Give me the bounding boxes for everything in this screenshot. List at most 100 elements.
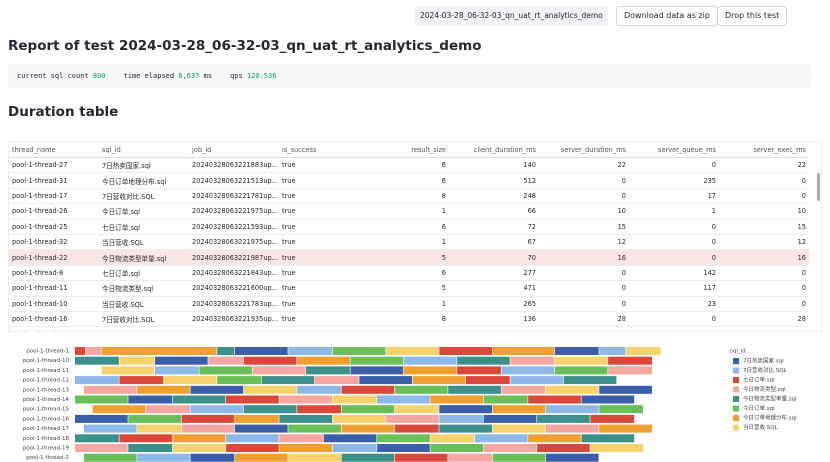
- table-cell: 8: [369, 188, 449, 205]
- gantt-bar: [528, 395, 581, 404]
- gantt-bar: [545, 385, 599, 394]
- test-select[interactable]: 2024-03-28_06-32-03_qn_uat_rt_analytics_…: [414, 6, 608, 26]
- table-cell: 七日订单.sql: [99, 219, 189, 235]
- gantt-bar: [412, 376, 466, 385]
- table-cell: 20240328063221987up...: [189, 249, 279, 266]
- table-cell: 235: [629, 172, 719, 189]
- gantt-bar: [154, 366, 199, 375]
- table-cell: 20240328063221600up...: [189, 280, 279, 297]
- table-cell: 20240328063221781up...: [189, 188, 279, 205]
- table-cell: 0: [539, 280, 629, 297]
- legend-label: 今日订单地理分布.sql: [743, 414, 797, 422]
- gantt-bar: [394, 424, 439, 433]
- duration-table[interactable]: thread_name sql_id job_id is_success result_…: [8, 142, 822, 332]
- gantt-bar: [163, 376, 217, 385]
- table-cell: 12: [539, 234, 629, 251]
- gantt-bar: [483, 395, 528, 404]
- table-cell: pool-1-thread-32: [9, 234, 99, 251]
- table-cell: 今日物流类型单量.sql: [99, 249, 189, 266]
- gantt-bar: [545, 424, 599, 433]
- table-cell: 当日营收.SQL: [99, 234, 189, 251]
- gantt-bar: [332, 414, 386, 423]
- table-cell: 0: [629, 157, 719, 174]
- table-row: pool-1-thread-15今日物流类型.sql20240328063221…: [9, 326, 809, 331]
- table-cell: 248: [449, 188, 539, 205]
- gantt-bar: [341, 385, 395, 394]
- gantt-bar: [75, 434, 119, 443]
- table-cell: 20240328063221783up...: [189, 296, 279, 312]
- section-title: Duration table: [8, 104, 119, 120]
- table-cell: 20240328063221935up...: [189, 311, 279, 328]
- y-tick-label: pool-1-thread-11: [23, 368, 69, 374]
- gantt-bar: [554, 347, 599, 355]
- legend-label: 今日订单.sql: [743, 404, 775, 412]
- download-button[interactable]: Download data as zip: [616, 6, 718, 26]
- gantt-bar: [243, 405, 297, 414]
- gantt-bar: [394, 405, 439, 414]
- table-cell: 140: [449, 157, 539, 174]
- table-cell: pool-1-thread-15: [9, 326, 99, 331]
- gantt-bar: [394, 453, 448, 462]
- table-cell: 0: [719, 265, 809, 282]
- gantt-bar: [599, 424, 652, 433]
- gantt-bar: [83, 453, 137, 462]
- table-cell: 16: [539, 249, 629, 266]
- table-cell: 今日物流类型.sql: [99, 280, 189, 297]
- gantt-bar: [545, 453, 599, 462]
- gantt-bar: [608, 356, 652, 365]
- gantt-bar: [261, 376, 315, 385]
- scrollbar[interactable]: [817, 173, 820, 201]
- legend-swatch: [733, 396, 739, 402]
- table-cell: true: [279, 188, 369, 205]
- table-cell: pool-1-thread-22: [9, 249, 99, 266]
- stat: time elapsed 6,637 ms: [124, 72, 213, 80]
- table-cell: 117: [629, 280, 719, 297]
- legend-swatch: [733, 377, 739, 383]
- drop-button[interactable]: Drop this test: [717, 6, 788, 26]
- table-row: pool-1-thread-17 7日营收对比.SQL 20240328063221…: [9, 188, 809, 205]
- legend-swatch: [733, 386, 739, 393]
- table-cell: 今日订单地理分布.sql: [99, 172, 189, 189]
- gantt-bar: [501, 366, 555, 375]
- table-cell: 265: [449, 296, 539, 312]
- gantt-bar: [439, 405, 493, 414]
- table-cell: 5: [369, 280, 449, 297]
- table-cell: 5: [369, 249, 449, 266]
- gantt-bar: [545, 405, 599, 414]
- table-cell: 6: [369, 172, 449, 189]
- gantt-bar: [128, 395, 173, 404]
- stat-label: qps: [230, 72, 243, 80]
- table-cell: 今日物流类型.sql: [99, 326, 189, 331]
- table-cell: 17: [629, 188, 719, 205]
- gantt-bar: [83, 385, 137, 394]
- gantt-bar: [226, 444, 279, 452]
- table-cell: 10: [539, 203, 629, 220]
- gantt-bar: [119, 376, 164, 385]
- y-tick-label: pool-1-thread-2: [26, 455, 69, 461]
- gantt-bar: [528, 434, 581, 443]
- legend-label: 今日物流类型.sql: [743, 385, 786, 393]
- gantt-bar: [199, 366, 253, 375]
- table-cell: true: [279, 311, 369, 328]
- gantt-bar: [599, 385, 652, 394]
- stat-value: 800: [92, 72, 106, 80]
- stats-box: current sql count 800 time elapsed 6,637 …: [8, 64, 812, 88]
- table-cell: 136: [449, 311, 539, 328]
- gantt-bar: [75, 376, 119, 385]
- legend-swatch: [733, 424, 739, 431]
- gantt-bar: [581, 434, 635, 443]
- table-row: pool-1-thread-8 七日订单.sql 20240328063221843…: [9, 265, 809, 282]
- gantt-bar: [297, 385, 341, 394]
- table-cell: true: [279, 234, 369, 251]
- gantt-chart: pool-1-thread-1 pool-1-thread-10 pool-1-th…: [23, 347, 797, 462]
- gantt-bar: [457, 366, 501, 375]
- gantt-bar: [75, 356, 119, 365]
- legend-swatch: [733, 405, 739, 412]
- table-cell: 7日热卖国家.sql: [99, 157, 189, 174]
- column-header: server_queue_ms: [629, 143, 719, 158]
- gantt-bar: [172, 434, 226, 443]
- table-cell: 今日订单.sql: [99, 203, 189, 220]
- gantt-bar: [341, 424, 395, 433]
- gantt-bar: [465, 376, 510, 385]
